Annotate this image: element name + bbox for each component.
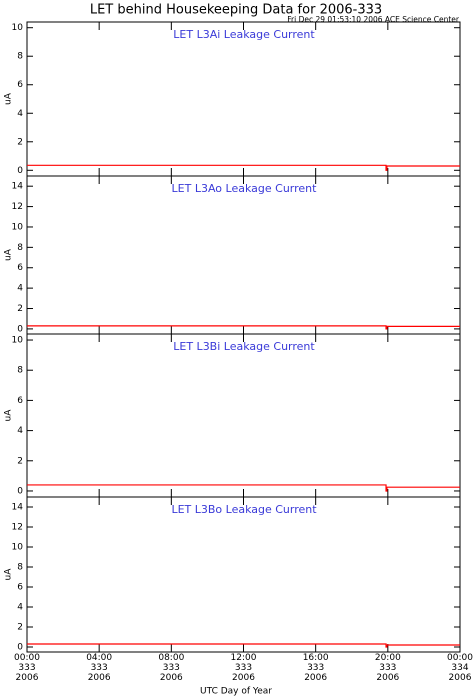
plot-frame (26, 333, 461, 498)
y-tick-label: 0 (17, 643, 23, 653)
x-tick-label: 08:00 333 2006 (158, 653, 185, 683)
data-line (27, 643, 460, 648)
data-line (27, 484, 460, 492)
y-tick-label: 2 (17, 304, 23, 314)
y-tick-label: 0 (17, 486, 23, 496)
y-tick-label: 8 (17, 52, 23, 62)
y-tick-label: 2 (17, 623, 23, 633)
y-axis-label: uA (4, 248, 14, 261)
y-tick-label: 14 (12, 182, 24, 192)
data-line (27, 325, 460, 330)
y-tick-label: 12 (12, 523, 23, 533)
x-tick-label: 00:00 334 2006 (447, 653, 473, 683)
x-tick-label: 20:00 333 2006 (374, 653, 401, 683)
y-tick-label: 0 (17, 166, 23, 176)
x-tick-label: 16:00 333 2006 (302, 653, 329, 683)
panel-title: LET L3Bo Leakage Current (171, 503, 317, 516)
y-tick-label: 8 (17, 243, 23, 253)
x-tick-label: 04:00 333 2006 (86, 653, 113, 683)
panel-title: LET L3Ao Leakage Current (172, 182, 318, 195)
y-tick-label: 2 (17, 137, 23, 147)
y-tick-label: 10 (12, 543, 24, 553)
y-tick-label: 6 (17, 263, 23, 273)
y-tick-label: 4 (17, 603, 23, 613)
x-tick-label: 00:00 333 2006 (14, 653, 40, 683)
y-axis-label: uA (4, 568, 14, 581)
data-line (27, 164, 460, 171)
y-tick-label: 12 (12, 202, 23, 212)
x-axis-label: UTC Day of Year (200, 687, 272, 697)
y-tick-label: 4 (17, 426, 23, 436)
y-tick-label: 8 (17, 366, 23, 376)
panel-title: LET L3Bi Leakage Current (173, 340, 315, 353)
plot-frame (26, 21, 461, 177)
y-tick-label: 4 (17, 284, 23, 294)
timestamp: Fri Dec 29 01:53:10 2006 ACE Science Cen… (287, 15, 460, 24)
y-tick-label: 0 (17, 324, 23, 334)
plot-frame (26, 496, 461, 653)
y-tick-label: 8 (17, 563, 23, 573)
y-axis-label: uA (4, 409, 14, 422)
panel-title: LET L3Ai Leakage Current (173, 28, 315, 41)
y-tick-label: 14 (12, 503, 24, 513)
y-tick-label: 10 (12, 222, 24, 232)
y-tick-label: 10 (12, 23, 24, 33)
y-tick-label: 6 (17, 80, 23, 90)
y-axis-label: uA (4, 92, 14, 105)
y-tick-label: 6 (17, 396, 23, 406)
y-tick-label: 10 (12, 336, 24, 346)
chart-title: LET behind Housekeeping Data for 2006-33… (90, 3, 382, 18)
y-tick-label: 6 (17, 583, 23, 593)
plot-frame (26, 175, 461, 335)
x-tick-label: 12:00 333 2006 (230, 653, 257, 683)
y-tick-label: 4 (17, 109, 23, 119)
y-tick-label: 2 (17, 456, 23, 466)
